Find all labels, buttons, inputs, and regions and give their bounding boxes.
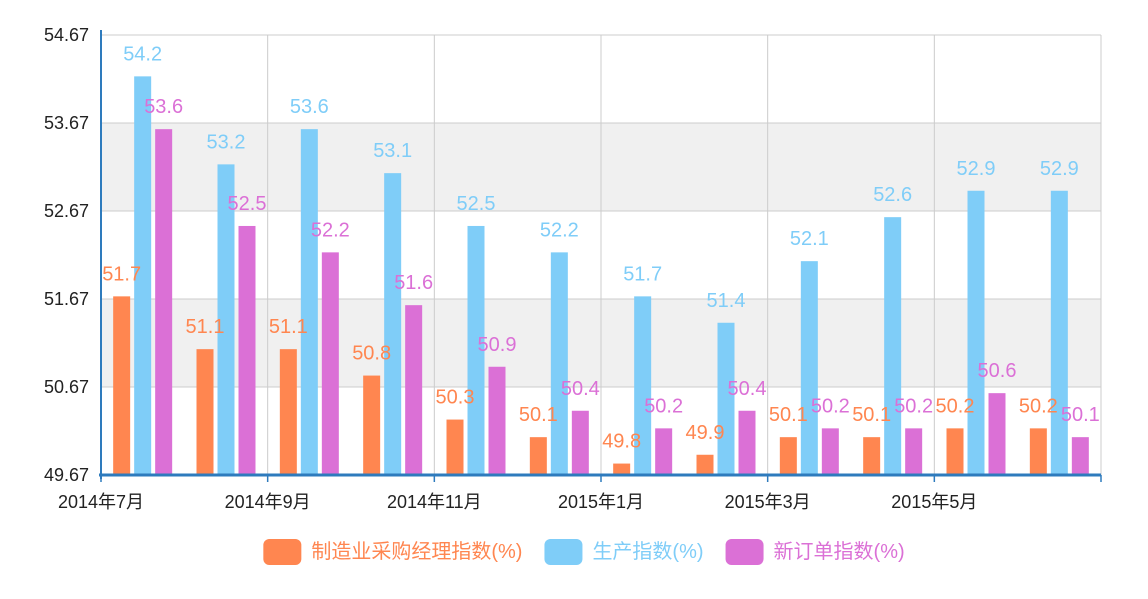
data-label-1: 50.3: [436, 387, 475, 409]
bar-1: [779, 437, 797, 475]
bar-2: [967, 190, 985, 475]
legend: 制造业采购经理指数(%) 生产指数(%) 新订单指数(%): [263, 539, 905, 565]
legend-swatch-1: [263, 539, 302, 565]
data-label-2: 51.4: [707, 290, 746, 312]
data-label-2: 52.9: [957, 158, 996, 180]
legend-label-2: 生产指数(%): [592, 540, 703, 563]
bar-3: [238, 225, 256, 475]
bar-1: [363, 375, 381, 475]
bar-2: [884, 217, 902, 475]
data-label-2: 52.5: [457, 193, 496, 215]
bar-3: [155, 129, 173, 475]
data-label-2: 52.2: [540, 219, 579, 241]
data-label-2: 52.1: [790, 228, 829, 250]
bar-3: [821, 428, 839, 475]
data-label-3: 50.4: [728, 378, 767, 400]
data-label-2: 51.7: [623, 263, 662, 285]
data-label-2: 53.1: [373, 140, 412, 162]
bar-3: [405, 305, 423, 475]
bar-2: [634, 296, 652, 475]
data-label-3: 52.5: [228, 193, 267, 215]
y-tick-label: 49.67: [44, 465, 89, 485]
bar-2: [217, 164, 235, 476]
legend-label-3: 新订单指数(%): [774, 540, 905, 563]
bar-3: [988, 393, 1006, 475]
data-label-3: 50.1: [1061, 404, 1100, 426]
x-tick-label: 2014年11月: [387, 492, 482, 512]
data-label-1: 50.1: [769, 404, 808, 426]
data-label-3: 50.2: [894, 395, 933, 417]
bar-1: [946, 428, 964, 475]
bar-2: [467, 225, 485, 475]
bar-2: [300, 129, 318, 475]
bar-1: [613, 463, 631, 475]
bar-2: [717, 322, 735, 475]
x-tick-label: 2014年7月: [58, 492, 144, 512]
y-tick-label: 54.67: [44, 25, 89, 45]
bar-1: [1029, 428, 1047, 475]
data-label-3: 52.2: [311, 219, 350, 241]
data-label-1: 50.8: [352, 343, 391, 365]
data-label-1: 49.8: [602, 431, 641, 453]
x-tick-label: 2014年9月: [225, 492, 311, 512]
bar-1: [446, 419, 464, 475]
bar-3: [1071, 437, 1089, 475]
data-label-2: 53.2: [207, 131, 246, 153]
bar-2: [800, 261, 818, 475]
legend-swatch-3: [725, 539, 764, 565]
legend-swatch-2: [544, 539, 583, 565]
data-label-3: 50.9: [478, 334, 517, 356]
bar-1: [279, 349, 297, 475]
data-label-1: 50.1: [519, 404, 558, 426]
bar-2: [1050, 190, 1068, 475]
bar-1: [113, 296, 131, 475]
data-label-2: 53.6: [290, 96, 329, 118]
bar-2: [550, 252, 568, 475]
bar-1: [196, 349, 214, 475]
x-tick-label: 2015年1月: [558, 492, 644, 512]
bar-3: [738, 410, 756, 475]
bar-2: [384, 173, 402, 475]
bar-3: [571, 410, 589, 475]
bar-3: [905, 428, 923, 475]
bar-1: [529, 437, 547, 475]
data-label-1: 51.7: [102, 263, 141, 285]
bar-1: [863, 437, 881, 475]
bar-3: [321, 252, 339, 475]
bars-layer: [113, 76, 1089, 476]
data-label-1: 50.2: [1019, 395, 1058, 417]
data-label-1: 50.1: [852, 404, 891, 426]
data-label-1: 50.2: [936, 395, 975, 417]
data-label-3: 50.2: [811, 395, 850, 417]
bar-3: [655, 428, 673, 475]
y-tick-label: 52.67: [44, 201, 89, 221]
data-labels-layer: 51.7 54.2 53.6 51.1 53.2 52.5 51.1 53.6 52.2 50.8…: [102, 43, 1100, 452]
x-tick-label: 2015年3月: [725, 492, 811, 512]
bar-2: [134, 76, 152, 476]
y-tick-label: 50.67: [44, 377, 89, 397]
data-label-3: 50.6: [978, 360, 1017, 382]
bar-1: [696, 454, 714, 475]
data-label-1: 51.1: [269, 316, 308, 338]
data-label-3: 50.4: [561, 378, 600, 400]
y-tick-label: 51.67: [44, 289, 89, 309]
data-label-3: 53.6: [144, 96, 183, 118]
data-label-1: 49.9: [686, 422, 725, 444]
legend-label-1: 制造业采购经理指数(%): [311, 540, 522, 563]
data-label-3: 50.2: [644, 395, 683, 417]
data-label-2: 52.9: [1040, 158, 1079, 180]
bar-3: [488, 366, 506, 475]
y-tick-label: 53.67: [44, 113, 89, 133]
data-label-2: 52.6: [873, 184, 912, 206]
data-label-1: 51.1: [186, 316, 225, 338]
axes: 49.67 50.67 51.67 52.67 53.67 54.67 2014年7月 201…: [44, 25, 1102, 512]
x-tick-label: 2015年5月: [891, 492, 977, 512]
data-label-3: 51.6: [394, 272, 433, 294]
data-label-2: 54.2: [123, 43, 162, 65]
